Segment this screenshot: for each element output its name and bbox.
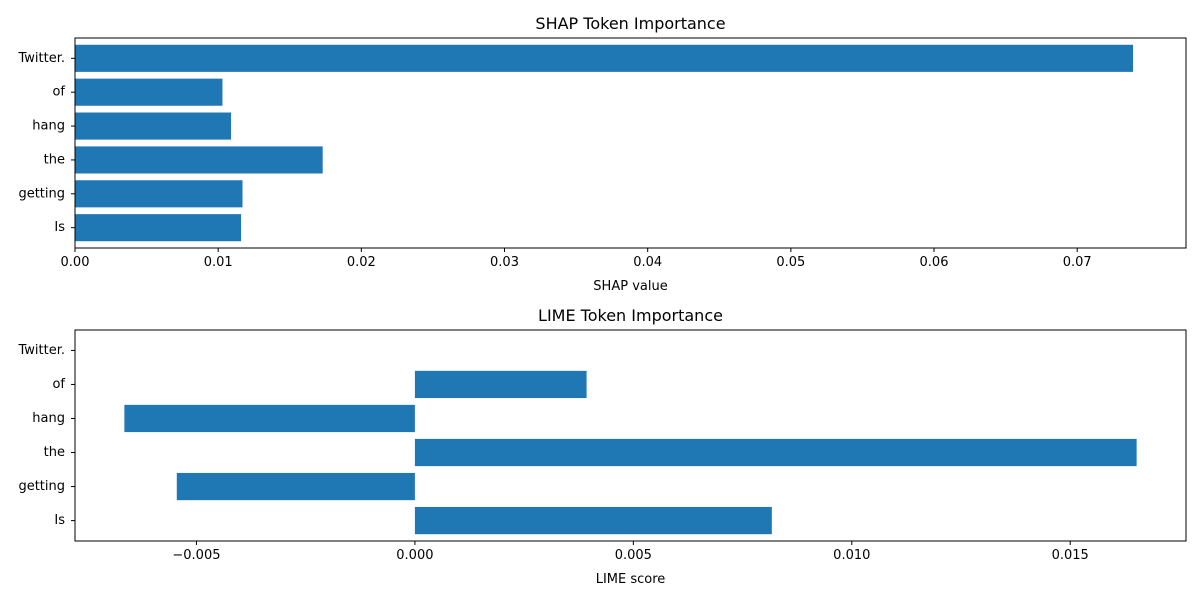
- shap-plot-frame: [74, 37, 1187, 249]
- shap-ytick-label-2: the: [44, 152, 65, 167]
- shap-xtick-label-0: 0.00: [61, 255, 90, 270]
- lime-bar-0: [414, 506, 772, 535]
- shap-xtick-label-7: 0.07: [1063, 255, 1092, 270]
- shap-bar-1: [75, 180, 243, 208]
- shap-chart: Is getting the hang of Twitter. 0.00 0.01 0.02 0.…: [17, 14, 1187, 294]
- lime-bar-1: [176, 472, 415, 501]
- shap-bar-4: [75, 78, 223, 106]
- shap-xtick-label-5: 0.05: [776, 255, 805, 270]
- shap-ytick-label-1: getting: [18, 186, 65, 201]
- lime-ytick-label-4: of: [52, 377, 65, 392]
- shap-bar-3: [75, 112, 232, 140]
- lime-xtick-label-3: 0.010: [833, 548, 870, 563]
- shap-xtick-label-1: 0.01: [204, 255, 233, 270]
- shap-ytick-label-4: of: [52, 85, 65, 100]
- shap-xtick-label-6: 0.06: [920, 255, 949, 270]
- lime-ytick-label-5: Twitter.: [17, 343, 65, 358]
- lime-bar-3: [124, 404, 415, 433]
- lime-ytick-label-2: the: [44, 445, 65, 460]
- shap-bar-2: [75, 146, 323, 174]
- shap-ytick-label-3: hang: [32, 119, 65, 134]
- lime-ytick-label-1: getting: [18, 479, 65, 494]
- lime-xtick-label-2: 0.005: [615, 548, 652, 563]
- shap-ytick-label-5: Twitter.: [17, 51, 65, 66]
- lime-bar-2: [414, 438, 1137, 467]
- lime-ytick-label-0: Is: [54, 513, 65, 528]
- shap-bar-5: [75, 44, 1134, 72]
- lime-chart: Is getting the hang of Twitter. −0.005 0.000 0.0…: [17, 306, 1187, 587]
- lime-xtick-label-4: 0.015: [1052, 548, 1089, 563]
- lime-ytick-label-3: hang: [32, 411, 65, 426]
- lime-xlabel: LIME score: [596, 572, 666, 587]
- shap-title: SHAP Token Importance: [535, 14, 725, 33]
- shap-xtick-label-3: 0.03: [490, 255, 519, 270]
- shap-bar-0: [75, 214, 242, 242]
- lime-bar-4: [414, 370, 587, 399]
- shap-xtick-label-2: 0.02: [347, 255, 376, 270]
- shap-xlabel: SHAP value: [593, 279, 667, 294]
- lime-plot-frame: [74, 329, 1187, 542]
- lime-xtick-label-1: 0.000: [396, 548, 433, 563]
- shap-ytick-label-0: Is: [54, 220, 65, 235]
- shap-xtick-label-4: 0.04: [633, 255, 662, 270]
- lime-xtick-label-0: −0.005: [172, 548, 220, 563]
- lime-title: LIME Token Importance: [538, 306, 723, 325]
